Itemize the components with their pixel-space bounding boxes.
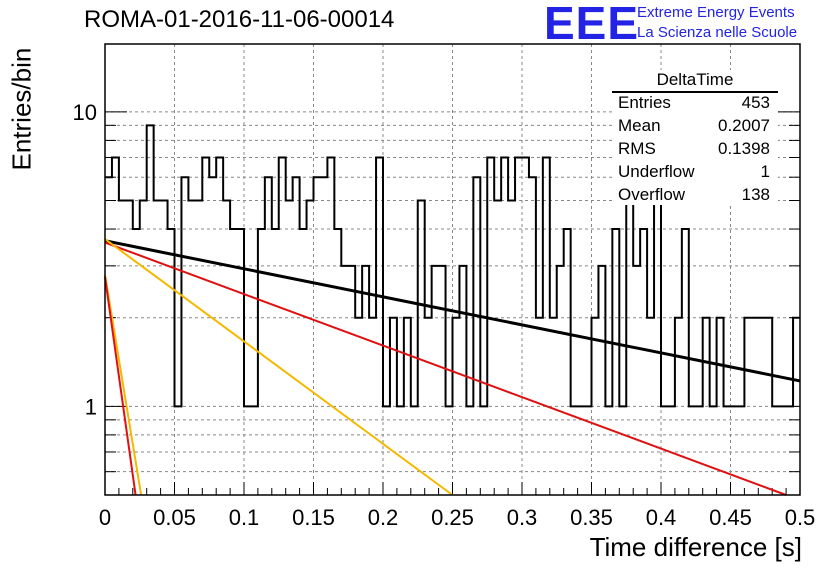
x-axis-label: Time difference [s] [589, 532, 802, 562]
stats-key: Mean [618, 116, 661, 135]
stats-value: 453 [741, 93, 770, 112]
x-tick-label: 0.25 [431, 505, 474, 530]
x-tick-label: 0.45 [709, 505, 752, 530]
eee-tagline-1: Extreme Energy Events [637, 4, 795, 21]
y-axis-label: Entries/bin [6, 47, 37, 171]
x-tick-label: 0.15 [292, 505, 335, 530]
eee-logo: EEE [544, 0, 640, 49]
fit-line [104, 274, 143, 496]
stats-value: 138 [741, 185, 770, 204]
stats-key: Underflow [618, 162, 695, 181]
fit-line [104, 238, 454, 496]
stats-row-underflow: Underflow 1 [618, 162, 770, 184]
x-tick-label: 0 [99, 505, 111, 530]
plot-title: ROMA-01-2016-11-06-00014 [84, 6, 395, 33]
stats-row-mean: Mean 0.2007 [618, 116, 770, 138]
stats-value: 0.1398 [718, 139, 770, 158]
plot-frame [104, 43, 801, 496]
x-tick-label: 0.1 [229, 505, 260, 530]
y-tick-label: 10 [73, 100, 97, 125]
stats-key: RMS [618, 139, 656, 158]
x-tick-label: 0.35 [570, 505, 613, 530]
stats-row-entries: Entries 453 [618, 93, 770, 115]
x-tick-label: 0.2 [368, 505, 399, 530]
eee-tagline-2: La Scienza nelle Scuole [637, 24, 798, 41]
x-tick-label: 0.5 [785, 505, 816, 530]
stats-key: Entries [618, 93, 671, 112]
fit-line [104, 241, 787, 496]
x-tick-label: 0.05 [153, 505, 196, 530]
histogram-steps [105, 124, 800, 408]
stats-key: Overflow [618, 185, 686, 204]
fit-line [104, 239, 801, 383]
stats-row-rms: RMS 0.1398 [618, 139, 770, 161]
x-tick-label: 0.3 [507, 505, 538, 530]
stats-box: DeltaTime Entries 453 Mean 0.2007 RMS 0.… [612, 70, 778, 205]
x-tick-label: 0.4 [646, 505, 677, 530]
stats-value: 1 [760, 162, 770, 181]
y-tick-label: 1 [85, 394, 97, 419]
stats-value: 0.2007 [718, 116, 770, 135]
fit-line [104, 276, 137, 496]
stats-title: DeltaTime [656, 70, 734, 89]
stats-title-underline [612, 91, 778, 93]
stats-row-overflow: Overflow 138 [618, 185, 770, 207]
